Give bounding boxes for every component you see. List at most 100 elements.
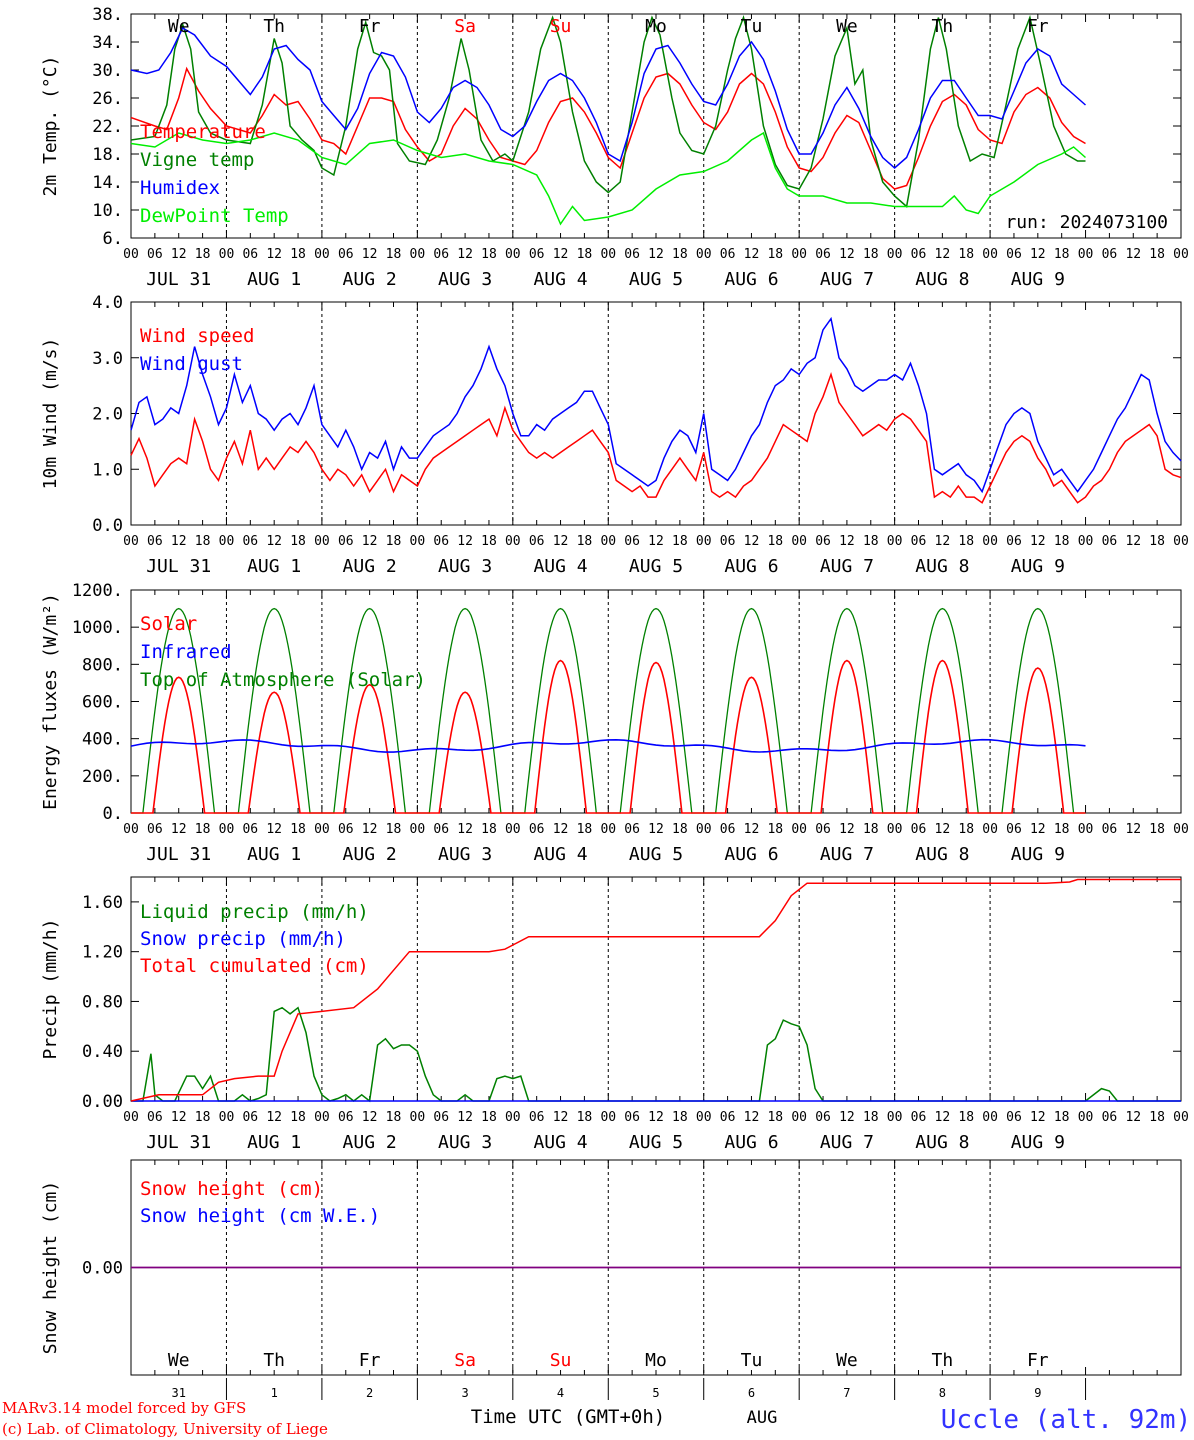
legend-entry: Total cumulated (cm) [140, 955, 369, 977]
hour-tick-label: 18 [481, 534, 497, 549]
hour-tick-label: 12 [648, 1110, 664, 1125]
day-number-label: 4 [557, 1386, 564, 1400]
hour-tick-label: 06 [242, 247, 258, 262]
hour-tick-label: 06 [433, 247, 449, 262]
hour-tick-label: 12 [935, 534, 951, 549]
hour-tick-label: 18 [672, 1110, 688, 1125]
y-tick-label: 2.0 [92, 405, 123, 425]
hour-tick-label: 00 [887, 822, 903, 837]
day-number-label: 5 [652, 1386, 659, 1400]
hour-tick-label: 00 [505, 822, 521, 837]
hour-tick-label: 00 [1173, 822, 1189, 837]
legend-entry: Solar [140, 613, 197, 635]
date-label: JUL 31 [146, 556, 211, 577]
y-tick-label: 1.60 [82, 893, 123, 913]
hour-tick-label: 12 [171, 822, 187, 837]
legend-entry: DewPoint Temp [140, 205, 289, 227]
hour-tick-label: 18 [290, 822, 306, 837]
hour-tick-label: 18 [958, 1110, 974, 1125]
series-layer [130, 316, 1182, 504]
y-tick-label: 0.40 [82, 1042, 123, 1062]
y-tick-label: 14. [92, 173, 123, 193]
hour-tick-label: 12 [362, 534, 378, 549]
weekday-label: Th [932, 1350, 954, 1371]
hour-tick-label: 18 [767, 822, 783, 837]
hour-tick-label: 00 [505, 247, 521, 262]
series-line-humidex [130, 26, 1086, 169]
weekday-top-label: Th [263, 16, 285, 37]
hour-tick-label: 00 [1078, 247, 1094, 262]
hour-tick-label: 18 [1054, 534, 1070, 549]
hour-tick-label: 18 [577, 534, 593, 549]
hour-tick-label: 12 [1125, 1110, 1141, 1125]
hour-tick-label: 00 [314, 247, 330, 262]
date-label: AUG 5 [629, 844, 683, 865]
hour-tick-label: 00 [505, 534, 521, 549]
hour-tick-label: 18 [386, 534, 402, 549]
hour-tick-label: 00 [410, 1110, 426, 1125]
hour-tick-label: 18 [386, 1110, 402, 1125]
day-number-label: 6 [748, 1386, 755, 1400]
hour-tick-label: 00 [696, 247, 712, 262]
hour-tick-label: 18 [290, 247, 306, 262]
day-number-label: 31 [172, 1386, 186, 1400]
hour-tick-label: 00 [982, 247, 998, 262]
hour-tick-label: 00 [219, 1110, 235, 1125]
hour-tick-label: 06 [242, 822, 258, 837]
series-line-dewpoint-temp [130, 131, 1086, 226]
date-label: AUG 1 [247, 844, 301, 865]
hour-tick-label: 00 [600, 1110, 616, 1125]
hour-tick-label: 00 [314, 822, 330, 837]
hour-tick-label: 18 [672, 247, 688, 262]
legend-entry: Wind speed [140, 325, 254, 347]
day-number-label: 2 [366, 1386, 373, 1400]
y-axis-label: 2m Temp. (°C) [40, 56, 61, 197]
hour-tick-label: 18 [577, 247, 593, 262]
hour-tick-label: 06 [529, 534, 545, 549]
weekday-top-label: We [836, 16, 858, 37]
weekday-label: We [168, 1350, 190, 1371]
hour-tick-label: 06 [815, 534, 831, 549]
hour-tick-label: 12 [1030, 1110, 1046, 1125]
hour-tick-label: 06 [1102, 822, 1118, 837]
legend-entry: Liquid precip (mm/h) [140, 901, 369, 923]
hour-tick-label: 12 [1125, 822, 1141, 837]
hour-tick-label: 18 [1054, 1110, 1070, 1125]
hour-tick-label: 12 [839, 247, 855, 262]
hour-tick-label: 00 [1173, 534, 1189, 549]
y-tick-label: 0.0 [92, 516, 123, 536]
y-axis-label: Snow height (cm) [40, 1181, 61, 1354]
weekday-top-label: Sa [454, 16, 476, 37]
hour-tick-label: 18 [577, 1110, 593, 1125]
month-label: AUG [747, 1408, 778, 1428]
y-tick-label: 10. [92, 201, 123, 221]
hour-tick-label: 06 [1102, 247, 1118, 262]
hour-tick-label: 18 [1054, 247, 1070, 262]
hour-tick-label: 00 [791, 534, 807, 549]
hour-tick-label: 06 [624, 247, 640, 262]
hour-tick-label: 00 [696, 822, 712, 837]
hour-tick-label: 06 [1102, 1110, 1118, 1125]
plot-frame [130, 301, 1182, 526]
hour-tick-label: 12 [266, 247, 282, 262]
legend-entry: Infrared [140, 641, 232, 663]
station-name: Uccle (alt. 92m) [941, 1405, 1191, 1435]
hour-tick-label: 06 [338, 1110, 354, 1125]
weekday-label: Mo [645, 1350, 667, 1371]
hour-tick-label: 00 [314, 534, 330, 549]
hour-tick-label: 00 [123, 247, 139, 262]
series-layer [130, 878, 1181, 1103]
hour-tick-label: 00 [982, 822, 998, 837]
hour-tick-label: 00 [887, 247, 903, 262]
weekday-top-label: Tu [741, 16, 763, 37]
hour-tick-label: 18 [672, 534, 688, 549]
hour-tick-label: 00 [219, 534, 235, 549]
hour-tick-label: 06 [815, 247, 831, 262]
y-tick-label: 1.0 [92, 460, 123, 480]
hour-tick-label: 00 [600, 822, 616, 837]
weekday-label: Fr [359, 1350, 381, 1371]
hour-tick-label: 18 [195, 822, 211, 837]
date-label: AUG 1 [247, 269, 301, 290]
hour-tick-label: 06 [1102, 534, 1118, 549]
y-tick-label: 30. [92, 61, 123, 81]
